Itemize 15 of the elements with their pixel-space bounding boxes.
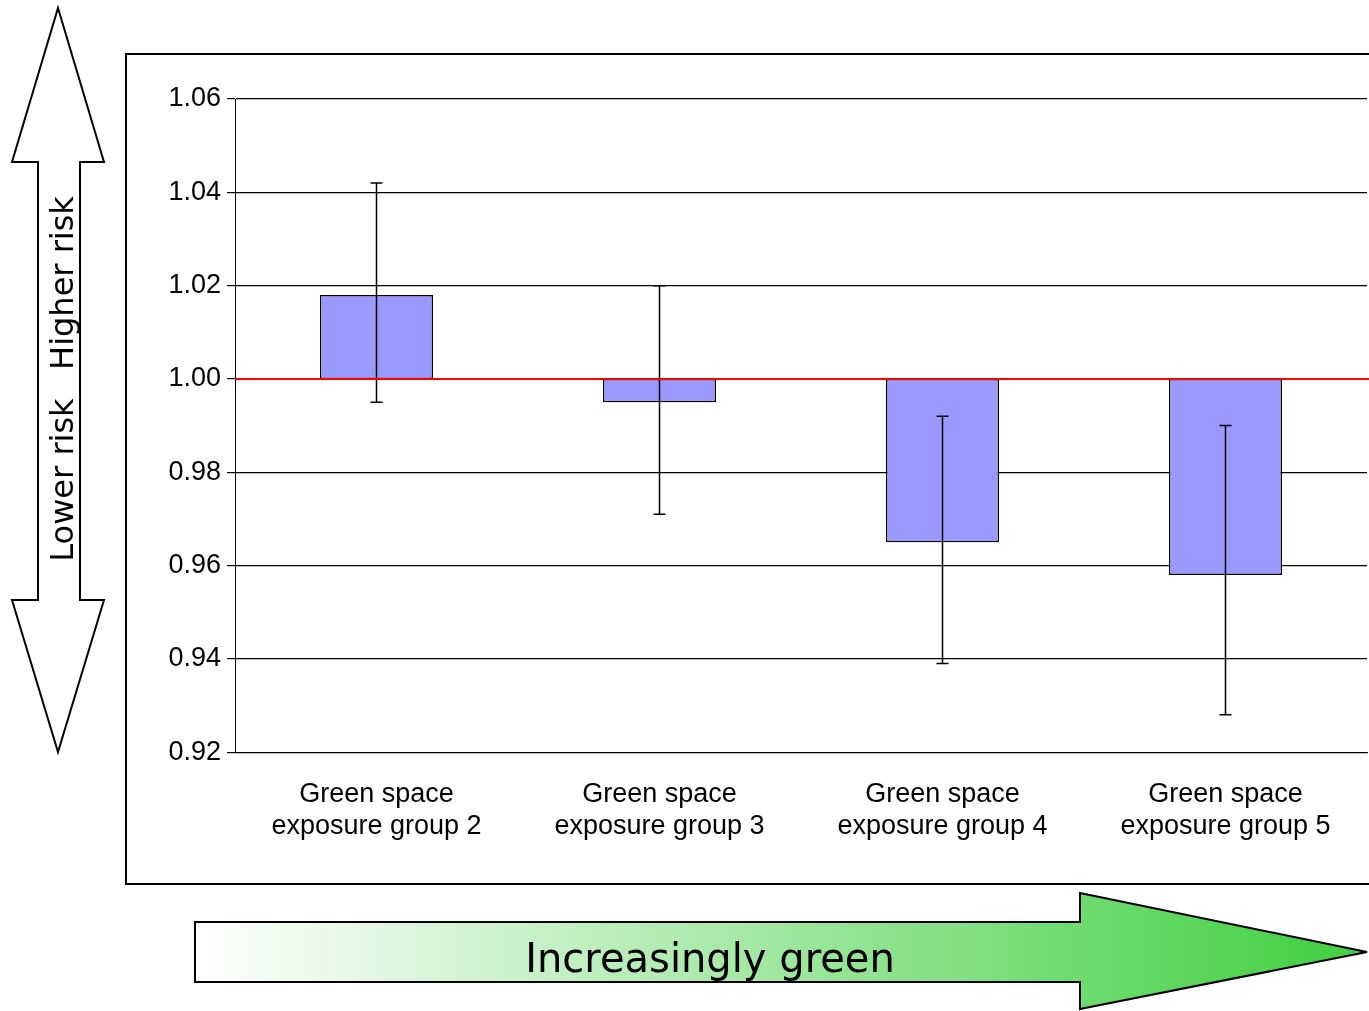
y-tick-label: 0.98 [168,455,221,486]
x-tick-label: Green space exposure group 5 [1120,777,1331,841]
y-tick-label: 1.02 [168,269,221,300]
x-tick-label: Green space exposure group 4 [837,777,1048,841]
y-tick-label: 1.04 [168,175,221,206]
y-tick-label: 0.96 [168,549,221,580]
x-tick-label: Green space exposure group 2 [271,777,482,841]
x-tick-label: Green space exposure group 3 [554,777,765,841]
text: Lower risk [43,397,81,562]
y-tick-label: 0.92 [168,735,221,766]
y-tick-label: 1.00 [168,362,221,393]
text: Higher risk [43,195,81,370]
y-tick-label: 0.94 [168,642,221,673]
y-tick-label: 1.06 [168,82,221,113]
text: Increasingly green [525,935,895,981]
